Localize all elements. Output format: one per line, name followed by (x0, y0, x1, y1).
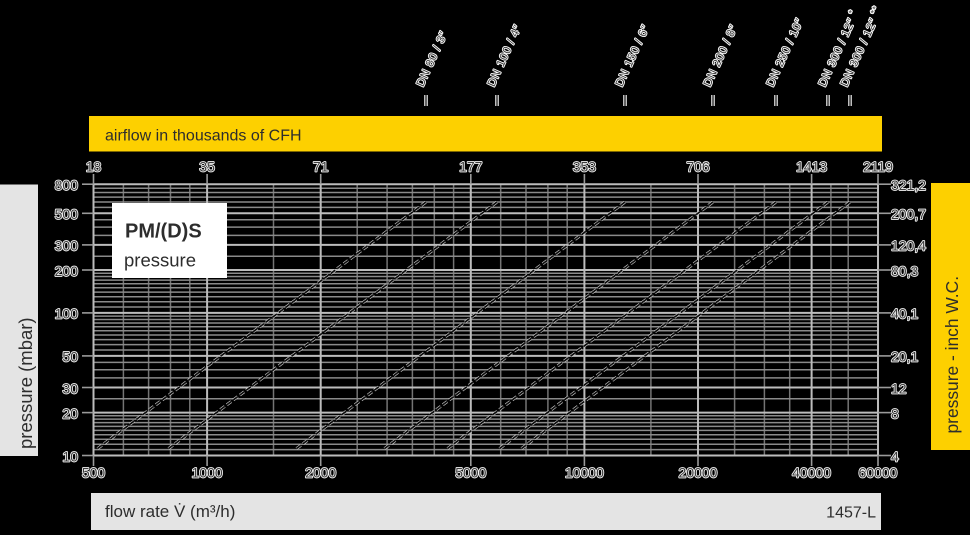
svg-text:500: 500 (55, 206, 79, 222)
svg-text:2000: 2000 (305, 465, 336, 481)
svg-text:PM/(D)S: PM/(D)S (125, 221, 202, 243)
svg-text:12: 12 (891, 380, 907, 396)
svg-text:353: 353 (573, 159, 597, 175)
svg-text:40,1: 40,1 (891, 306, 918, 322)
svg-text:800: 800 (55, 177, 79, 193)
svg-text:10000: 10000 (565, 465, 604, 481)
svg-text:80,3: 80,3 (891, 263, 918, 279)
svg-text:40000: 40000 (792, 465, 831, 481)
svg-text:60000: 60000 (859, 465, 898, 481)
svg-text:4: 4 (891, 448, 899, 464)
svg-text:pressure: pressure (124, 250, 196, 271)
svg-text:120,4: 120,4 (891, 238, 926, 254)
svg-text:pressure - inch W.C.: pressure - inch W.C. (942, 276, 962, 434)
svg-text:1413: 1413 (796, 159, 827, 175)
svg-text:50: 50 (62, 349, 78, 365)
svg-text:2119: 2119 (863, 159, 893, 175)
svg-text:airflow in thousands of CFH: airflow in thousands of CFH (105, 128, 302, 145)
svg-text:1457-L: 1457-L (826, 505, 876, 522)
svg-text:pressure (mbar): pressure (mbar) (15, 317, 36, 449)
svg-text:71: 71 (313, 159, 329, 175)
svg-text:177: 177 (459, 159, 483, 175)
svg-text:100: 100 (55, 306, 79, 322)
svg-text:300: 300 (55, 238, 79, 254)
svg-text:30: 30 (62, 380, 78, 396)
svg-text:20000: 20000 (679, 465, 718, 481)
svg-text:200: 200 (55, 263, 79, 279)
svg-text:20: 20 (62, 405, 78, 421)
svg-text:706: 706 (686, 159, 710, 175)
svg-text:18: 18 (86, 159, 102, 175)
svg-text:321,2: 321,2 (891, 177, 926, 193)
svg-text:20,1: 20,1 (891, 349, 918, 365)
svg-text:10: 10 (62, 448, 78, 464)
svg-text:5000: 5000 (455, 465, 486, 481)
svg-text:35: 35 (199, 159, 215, 175)
svg-text:flow rate V̇ (m³/h): flow rate V̇ (m³/h) (105, 502, 235, 521)
svg-text:1000: 1000 (192, 465, 223, 481)
svg-text:8: 8 (891, 405, 899, 421)
svg-text:200,7: 200,7 (891, 206, 926, 222)
svg-text:500: 500 (82, 465, 106, 481)
